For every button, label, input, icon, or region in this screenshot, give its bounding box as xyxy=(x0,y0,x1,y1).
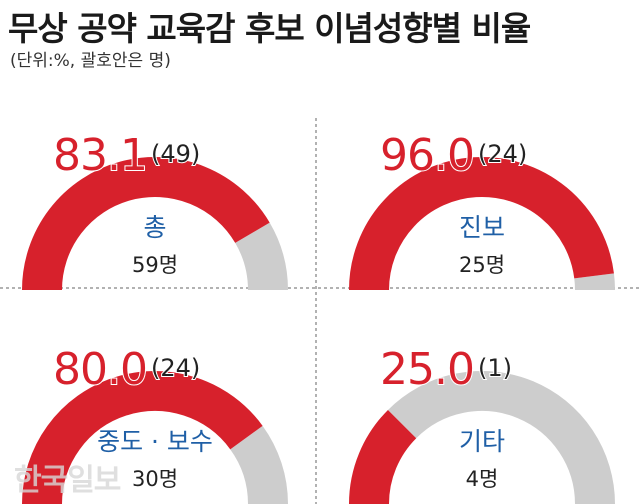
value-percent: 83.1 xyxy=(53,130,147,181)
gauge-remainder-arc xyxy=(234,222,288,291)
value-percent: 25.0 xyxy=(380,344,474,395)
gauge-value-label: 83.1 (49) xyxy=(53,130,200,181)
gauge-value-arc xyxy=(349,157,614,291)
gauge-value-arc xyxy=(22,157,270,291)
gauge-remainder-arc xyxy=(229,425,288,504)
value-count: (49) xyxy=(151,140,200,168)
gauge-value-label: 25.0 (1) xyxy=(380,344,512,395)
gauge-3: 25.0 (1) 기타 4명 xyxy=(349,343,615,504)
gauge-2: 80.0 (24) 중도 · 보수 30명 xyxy=(22,343,288,504)
gauge-total-label: 25명 xyxy=(459,253,505,277)
chart-title: 무상 공약 교육감 후보 이념성향별 비율 xyxy=(8,9,531,48)
value-percent: 96.0 xyxy=(380,130,474,181)
value-count: (1) xyxy=(478,354,512,382)
gauge-value-arc xyxy=(349,409,417,504)
gauge-category-label: 총 xyxy=(143,213,166,242)
gauge-remainder-arc xyxy=(387,371,615,504)
newspaper-logo-watermark: 한국일보 xyxy=(14,463,121,498)
gauge-total-label: 59명 xyxy=(132,253,178,277)
gauge-remainder-arc xyxy=(574,273,615,291)
gauge-category-label: 진보 xyxy=(459,213,505,242)
gauge-value-label: 96.0 (24) xyxy=(380,130,527,181)
gauge-category-label: 중도 · 보수 xyxy=(97,427,213,456)
value-percent: 80.0 xyxy=(53,344,147,395)
gauge-0: 83.1 (49) 총 59명 xyxy=(22,129,288,291)
gauge-value-label: 80.0 (24) xyxy=(53,344,200,395)
gauge-total-label: 30명 xyxy=(132,467,178,491)
gauge-total-label: 4명 xyxy=(466,467,499,491)
value-count: (24) xyxy=(151,354,200,382)
gauge-value-arc xyxy=(22,371,263,504)
gauge-category-label: 기타 xyxy=(459,427,505,456)
unit-note: (단위:%, 괄호안은 명) xyxy=(10,51,171,71)
gauge-1: 96.0 (24) 진보 25명 xyxy=(349,129,615,291)
value-count: (24) xyxy=(478,140,527,168)
